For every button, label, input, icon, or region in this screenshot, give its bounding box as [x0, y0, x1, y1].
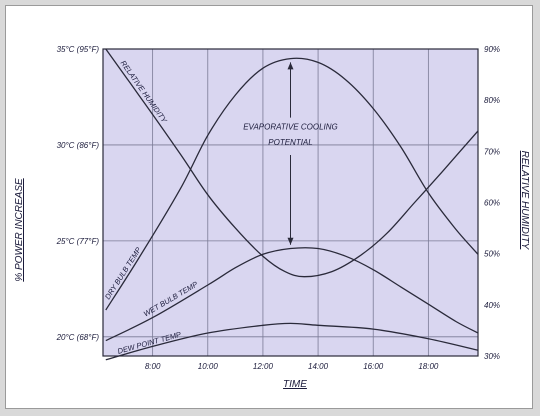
series-lines: [105, 48, 479, 361]
series-line-relative-humidity: [105, 48, 479, 278]
annotation-text: POTENTIAL: [268, 138, 312, 147]
y-right-tick-label: 40%: [484, 301, 500, 310]
y-right-tick-label: 90%: [484, 45, 500, 54]
x-axis-label: TIME: [283, 379, 307, 390]
series-line-wet-bulb-temp: [105, 247, 479, 342]
x-tick-label: 12:00: [253, 362, 274, 371]
y-left-tick-label: 25°C (77°F): [56, 237, 100, 246]
arrow-head-up: [287, 62, 294, 70]
y-right-tick-label: 80%: [484, 96, 500, 105]
series-line-dew-point-temp: [105, 322, 479, 361]
x-tick-label: 18:00: [418, 362, 439, 371]
y-right-tick-label: 60%: [484, 199, 500, 208]
y-axis-right-label: RELATIVE HUMIDITY: [519, 151, 530, 251]
x-tick-label: 10:00: [198, 362, 219, 371]
y-right-tick-label: 30%: [484, 352, 500, 361]
tick-labels: 8:00 10:00 12:00 14:00 16:00 18:00 20°C (68°F)…: [56, 45, 500, 371]
arrow-head-down: [287, 237, 294, 245]
plot-border: [102, 48, 479, 357]
y-right-tick-label: 70%: [484, 147, 500, 156]
annotation-text: EVAPORATIVE COOLING: [243, 123, 338, 132]
y-left-tick-label: 20°C (68°F): [56, 333, 100, 342]
x-tick-label: 8:00: [145, 362, 161, 371]
y-right-tick-label: 50%: [484, 250, 500, 259]
y-left-tick-label: 35°C (95°F): [57, 45, 100, 54]
y-axis-left-label: % POWER INCREASE: [14, 178, 25, 282]
x-tick-label: 14:00: [308, 362, 329, 371]
x-tick-label: 16:00: [363, 362, 384, 371]
y-left-tick-label: 30°C (86°F): [57, 141, 100, 150]
series-line-dry-bulb-temp: [105, 57, 479, 311]
evaporative-arrow: [287, 62, 294, 245]
